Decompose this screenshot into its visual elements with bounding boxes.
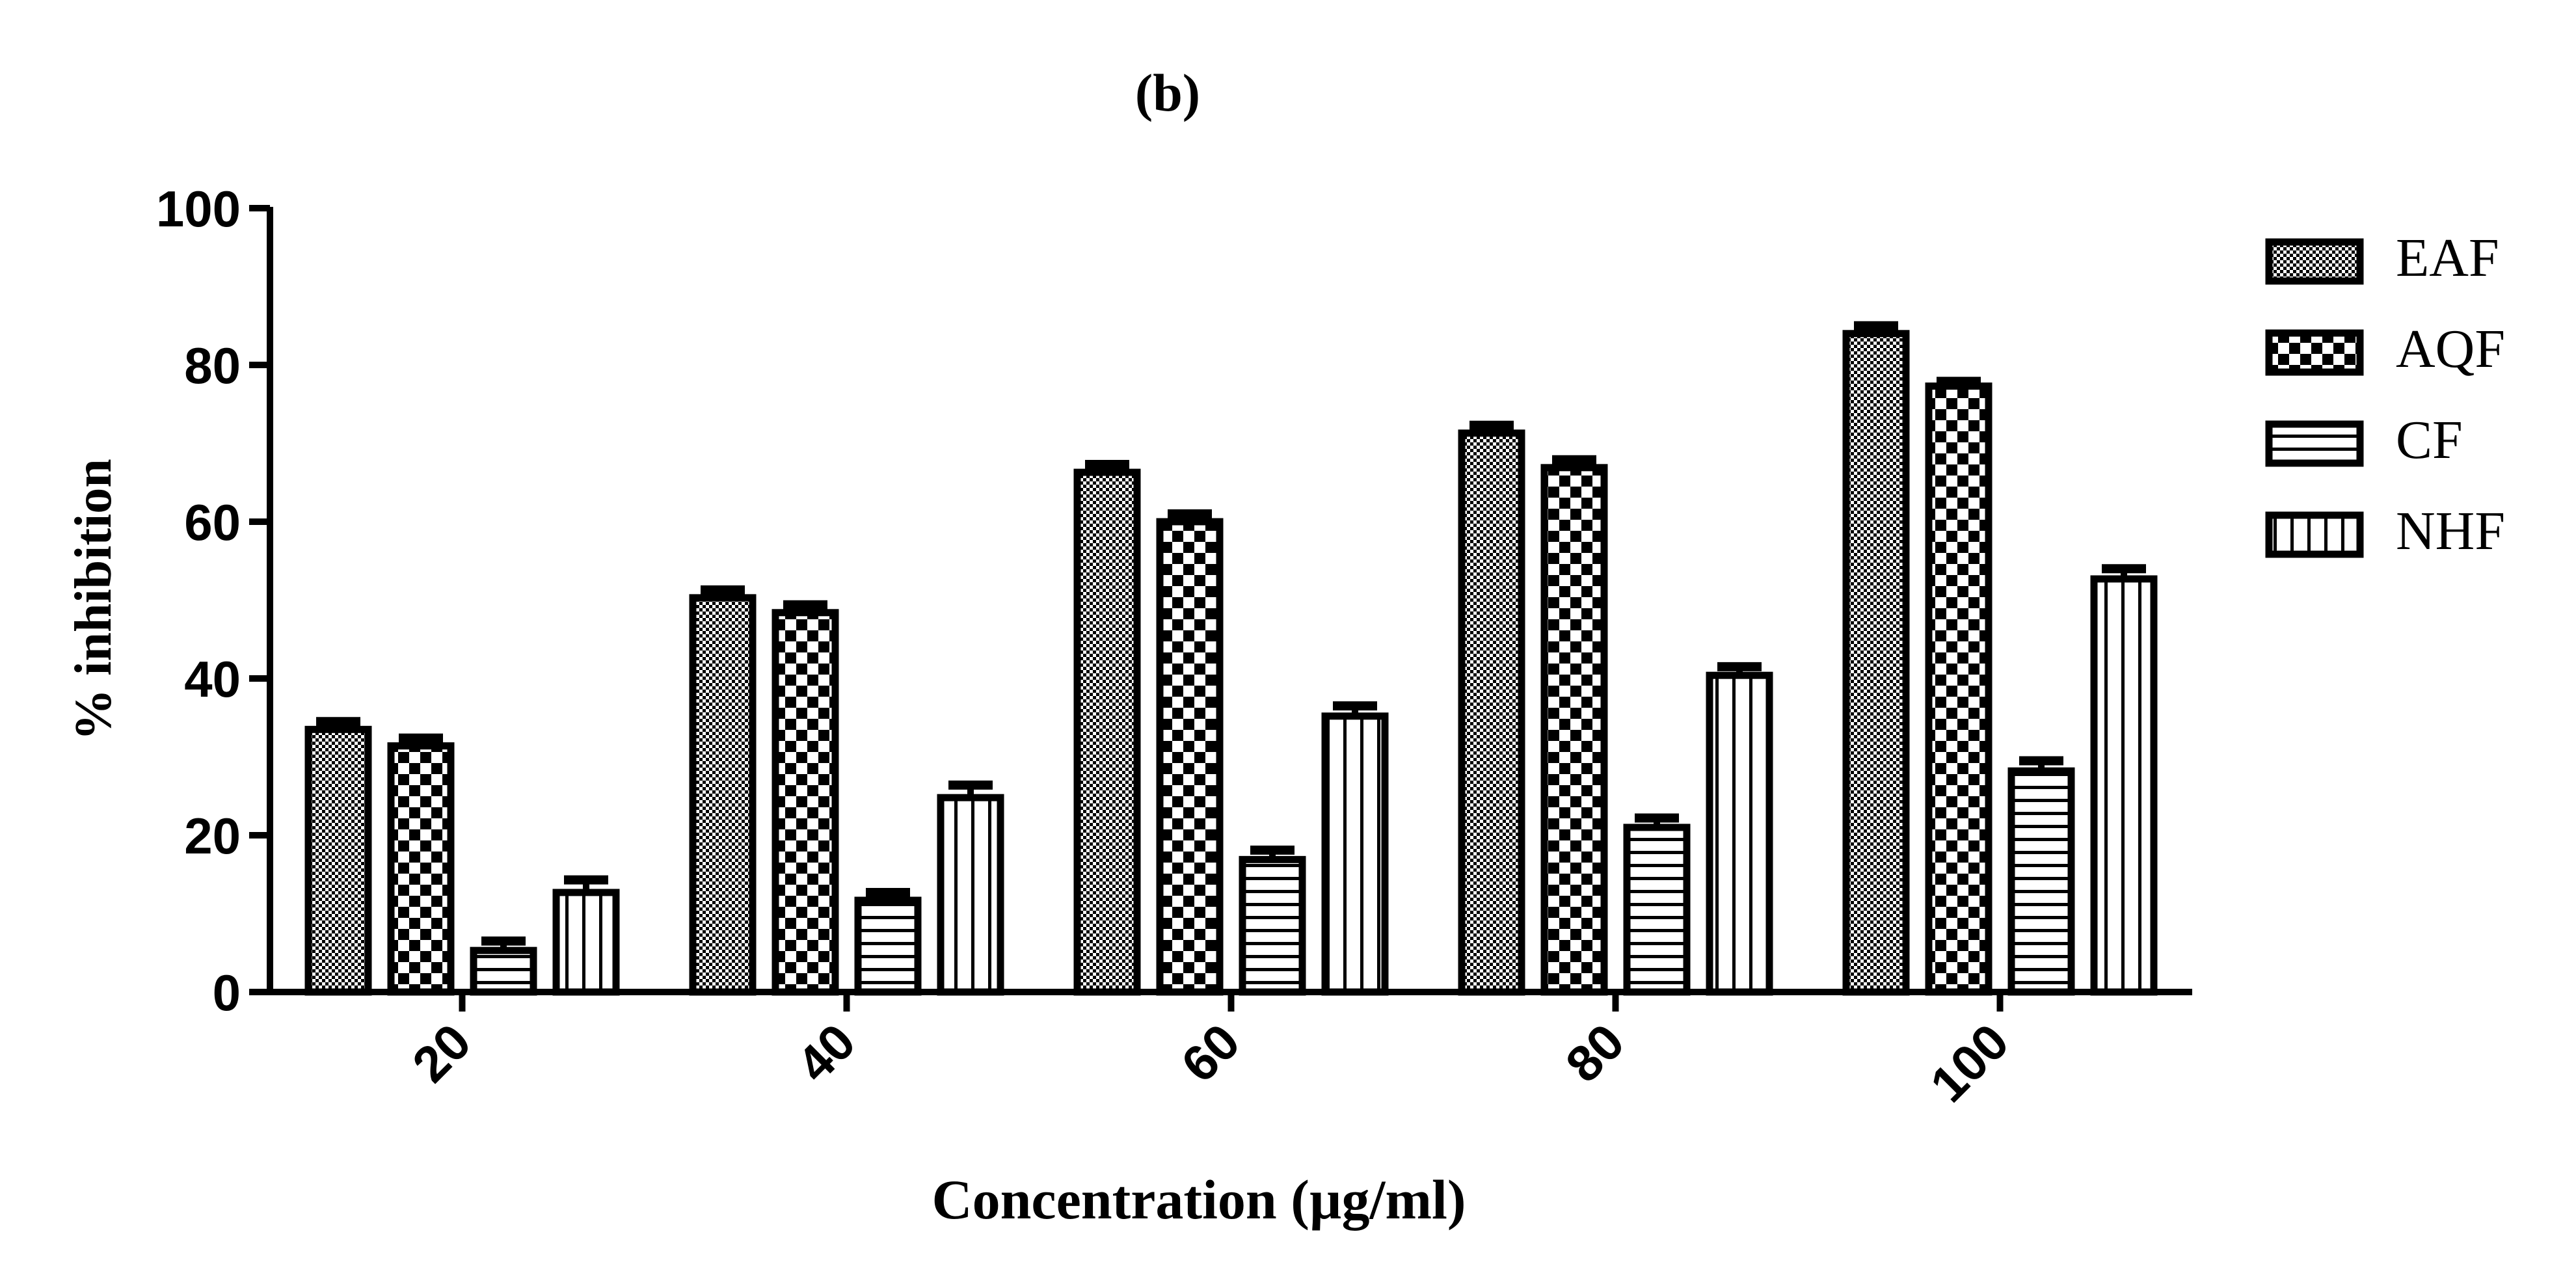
bar-aqf-20 bbox=[387, 733, 455, 996]
bar-eaf-20 bbox=[304, 717, 372, 996]
bar-aqf-40 bbox=[771, 600, 839, 996]
y-tick-label: 100 bbox=[156, 180, 241, 237]
bar-aqf-60 bbox=[1156, 509, 1224, 996]
bar bbox=[1239, 855, 1306, 996]
x-tick-label: 100 bbox=[1919, 1013, 2019, 1113]
y-axis: 0 20 40 60 80 100 bbox=[156, 180, 273, 1021]
bar-nhf-80 bbox=[1706, 662, 1773, 996]
y-tick-label: 0 bbox=[213, 964, 241, 1021]
bar-nhf-60 bbox=[1321, 701, 1389, 996]
bar-aqf-100 bbox=[1925, 377, 1992, 996]
bar bbox=[689, 594, 757, 996]
bar bbox=[1623, 824, 1691, 996]
bar-cf-100 bbox=[2007, 756, 2075, 996]
x-axis-label: Concentration (µg/ml) bbox=[932, 1168, 1466, 1231]
x-tick-label: 20 bbox=[401, 1013, 482, 1093]
bar bbox=[1156, 518, 1224, 996]
x-tick-label: 60 bbox=[1170, 1013, 1251, 1093]
bar-cf-80 bbox=[1623, 813, 1691, 996]
y-tick-label: 40 bbox=[184, 651, 241, 708]
y-axis-label: % inhibition bbox=[65, 459, 122, 741]
legend-item-aqf: AQF bbox=[2265, 319, 2505, 379]
x-axis: 20 40 60 80 100 bbox=[267, 989, 2192, 1113]
bar-aqf-80 bbox=[1540, 455, 1608, 996]
legend-item-cf: CF bbox=[2265, 410, 2463, 470]
bar bbox=[304, 725, 372, 996]
bar bbox=[1321, 712, 1389, 996]
legend-label: EAF bbox=[2396, 228, 2499, 288]
legend-swatch bbox=[2265, 420, 2364, 467]
bar-cf-60 bbox=[1239, 845, 1306, 996]
chart-title: (b) bbox=[1135, 63, 1200, 122]
bar bbox=[552, 889, 620, 996]
bar bbox=[1073, 468, 1141, 996]
legend-label: CF bbox=[2396, 410, 2463, 470]
x-tick-label: 80 bbox=[1555, 1013, 1635, 1093]
bar-cf-20 bbox=[470, 936, 537, 996]
bar bbox=[1540, 464, 1608, 996]
legend-label: NHF bbox=[2396, 501, 2505, 561]
bar bbox=[1925, 382, 1992, 996]
bar-cf-40 bbox=[854, 887, 922, 996]
bar-nhf-20 bbox=[552, 875, 620, 996]
y-tick-label: 60 bbox=[184, 494, 241, 551]
y-tick-label: 80 bbox=[184, 337, 241, 394]
bar bbox=[2090, 575, 2158, 996]
bar bbox=[1706, 671, 1773, 996]
bar-nhf-40 bbox=[937, 780, 1004, 996]
legend-item-nhf: NHF bbox=[2265, 501, 2505, 561]
bar bbox=[387, 742, 455, 996]
bar bbox=[1458, 429, 1525, 996]
bar bbox=[937, 794, 1004, 996]
bar bbox=[470, 946, 537, 996]
bar-eaf-80 bbox=[1458, 420, 1525, 996]
legend-label: AQF bbox=[2396, 319, 2505, 379]
legend: EAF AQF CF NHF bbox=[2265, 228, 2505, 561]
legend-swatch bbox=[2265, 238, 2364, 285]
bar-eaf-60 bbox=[1073, 460, 1141, 996]
bars bbox=[304, 321, 2158, 996]
legend-swatch bbox=[2265, 511, 2364, 558]
bar bbox=[771, 609, 839, 996]
legend-item-eaf: EAF bbox=[2265, 228, 2499, 288]
bar bbox=[2007, 767, 2075, 996]
bar bbox=[1842, 330, 1910, 996]
x-tick-label: 40 bbox=[786, 1013, 866, 1093]
bar-eaf-40 bbox=[689, 585, 757, 996]
legend-swatch bbox=[2265, 329, 2364, 376]
bar-eaf-100 bbox=[1842, 321, 1910, 996]
y-tick-label: 20 bbox=[184, 807, 241, 865]
bar-nhf-100 bbox=[2090, 564, 2158, 996]
bar bbox=[854, 896, 922, 996]
